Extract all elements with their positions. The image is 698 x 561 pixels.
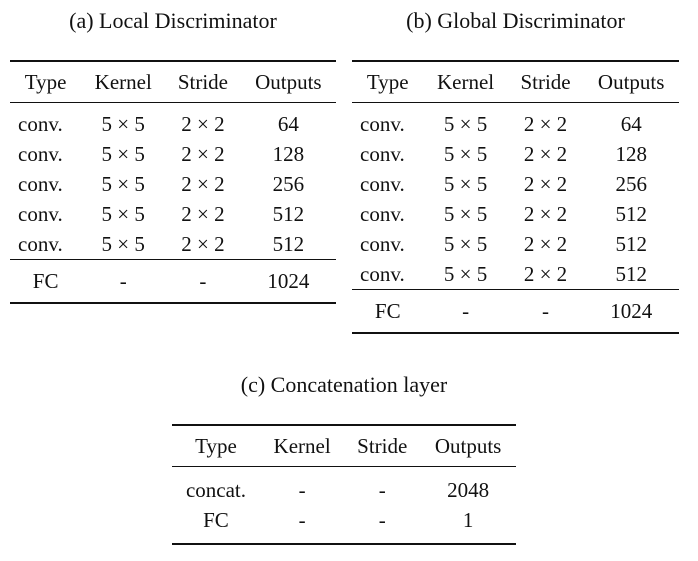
- col-header-stride: Stride: [520, 69, 571, 94]
- table-row: concat. - - 2048: [172, 467, 516, 506]
- cell-stride: 2 × 2: [523, 231, 568, 256]
- cell-stride: 2 × 2: [523, 171, 568, 196]
- global-discriminator-caption: (b) Global Discriminator: [406, 8, 625, 33]
- cell-stride: 2 × 2: [523, 261, 568, 286]
- col-header-type: Type: [366, 69, 409, 94]
- cell-outputs: 1024: [610, 298, 653, 323]
- table-row: conv. 5 × 5 2 × 2 256: [10, 169, 336, 199]
- cell-kernel: 5 × 5: [101, 141, 145, 166]
- table-row-fc: FC - - 1024: [10, 259, 336, 303]
- cell-stride: -: [199, 268, 207, 293]
- col-header-stride: Stride: [177, 69, 228, 94]
- cell-stride: -: [378, 477, 386, 502]
- table-header-row: Type Kernel Stride Outputs: [10, 61, 336, 103]
- table-row-fc: FC - - 1024: [352, 289, 679, 333]
- table-header-row: Type Kernel Stride Outputs: [352, 61, 679, 103]
- cell-outputs: 1024: [267, 268, 310, 293]
- cell-type: conv.: [18, 111, 63, 136]
- cell-type: concat.: [185, 477, 246, 502]
- table-row: conv. 5 × 5 2 × 2 512: [352, 229, 679, 259]
- cell-outputs: 512: [272, 231, 305, 256]
- cell-kernel: 5 × 5: [101, 201, 145, 226]
- cell-kernel: 5 × 5: [443, 201, 488, 226]
- cell-kernel: 5 × 5: [443, 111, 488, 136]
- cell-type: conv.: [360, 141, 405, 166]
- cell-type: conv.: [18, 141, 63, 166]
- cell-stride: 2 × 2: [523, 201, 568, 226]
- col-header-type: Type: [24, 69, 67, 94]
- cell-outputs: 512: [272, 201, 305, 226]
- table-header-row: Type Kernel Stride Outputs: [172, 425, 516, 467]
- cell-type: conv.: [360, 111, 405, 136]
- cell-type: conv.: [18, 201, 63, 226]
- cell-type: conv.: [360, 231, 405, 256]
- table-row: conv. 5 × 5 2 × 2 128: [10, 139, 336, 169]
- cell-outputs: 64: [620, 111, 642, 136]
- cell-outputs: 512: [615, 201, 647, 226]
- cell-stride: 2 × 2: [181, 201, 225, 226]
- cell-kernel: 5 × 5: [101, 171, 145, 196]
- local-discriminator-caption: (a) Local Discriminator: [69, 8, 277, 33]
- table-row: conv. 5 × 5 2 × 2 64: [352, 103, 679, 140]
- cell-outputs: 1: [462, 507, 474, 532]
- cell-outputs: 512: [615, 231, 647, 256]
- cell-kernel: 5 × 5: [443, 141, 488, 166]
- cell-type: conv.: [360, 201, 405, 226]
- cell-kernel: 5 × 5: [443, 231, 488, 256]
- table-row: conv. 5 × 5 2 × 2 512: [10, 199, 336, 229]
- cell-type: FC: [203, 507, 229, 532]
- cell-type: conv.: [360, 261, 405, 286]
- cell-kernel: -: [462, 298, 470, 323]
- col-header-outputs: Outputs: [434, 433, 502, 458]
- table-row: conv. 5 × 5 2 × 2 512: [352, 199, 679, 229]
- cell-stride: 2 × 2: [181, 231, 225, 256]
- col-header-type: Type: [195, 433, 237, 458]
- concatenation-layer-caption: (c) Concatenation layer: [240, 372, 448, 397]
- table-row: FC - - 1: [172, 505, 516, 544]
- cell-stride: 2 × 2: [523, 141, 568, 166]
- cell-outputs: 128: [272, 141, 305, 166]
- cell-kernel: 5 × 5: [443, 171, 488, 196]
- col-header-outputs: Outputs: [255, 69, 322, 94]
- cell-stride: 2 × 2: [523, 111, 568, 136]
- table-row: conv. 5 × 5 2 × 2 64: [10, 103, 336, 140]
- global-discriminator-table: Type Kernel Stride Outputs conv. 5 × 5 2…: [352, 60, 679, 334]
- table-row: conv. 5 × 5 2 × 2 512: [10, 229, 336, 260]
- cell-outputs: 256: [272, 171, 305, 196]
- cell-stride: 2 × 2: [181, 171, 225, 196]
- local-discriminator-table: Type Kernel Stride Outputs conv. 5 × 5 2…: [10, 60, 336, 304]
- table-row: conv. 5 × 5 2 × 2 512: [352, 259, 679, 290]
- cell-outputs: 64: [277, 111, 299, 136]
- cell-type: conv.: [18, 231, 63, 256]
- cell-type: FC: [32, 268, 59, 293]
- cell-type: FC: [374, 298, 401, 323]
- cell-stride: -: [378, 507, 386, 532]
- col-header-outputs: Outputs: [597, 69, 665, 94]
- cell-outputs: 128: [615, 141, 647, 166]
- cell-stride: -: [542, 298, 550, 323]
- table-row: conv. 5 × 5 2 × 2 128: [352, 139, 679, 169]
- cell-stride: 2 × 2: [181, 111, 225, 136]
- cell-type: conv.: [18, 171, 63, 196]
- cell-kernel: -: [298, 507, 306, 532]
- cell-kernel: 5 × 5: [101, 231, 145, 256]
- concatenation-layer-table: Type Kernel Stride Outputs concat. - - 2…: [172, 424, 516, 545]
- cell-stride: 2 × 2: [181, 141, 225, 166]
- cell-outputs: 2048: [447, 477, 490, 502]
- col-header-kernel: Kernel: [437, 69, 495, 94]
- cell-kernel: 5 × 5: [443, 261, 488, 286]
- table-row: conv. 5 × 5 2 × 2 256: [352, 169, 679, 199]
- cell-outputs: 512: [615, 261, 647, 286]
- cell-kernel: -: [298, 477, 306, 502]
- cell-kernel: -: [119, 268, 127, 293]
- col-header-kernel: Kernel: [273, 433, 331, 458]
- col-header-kernel: Kernel: [94, 69, 152, 94]
- col-header-stride: Stride: [357, 433, 408, 458]
- cell-kernel: 5 × 5: [101, 111, 145, 136]
- cell-type: conv.: [360, 171, 405, 196]
- cell-outputs: 256: [615, 171, 647, 196]
